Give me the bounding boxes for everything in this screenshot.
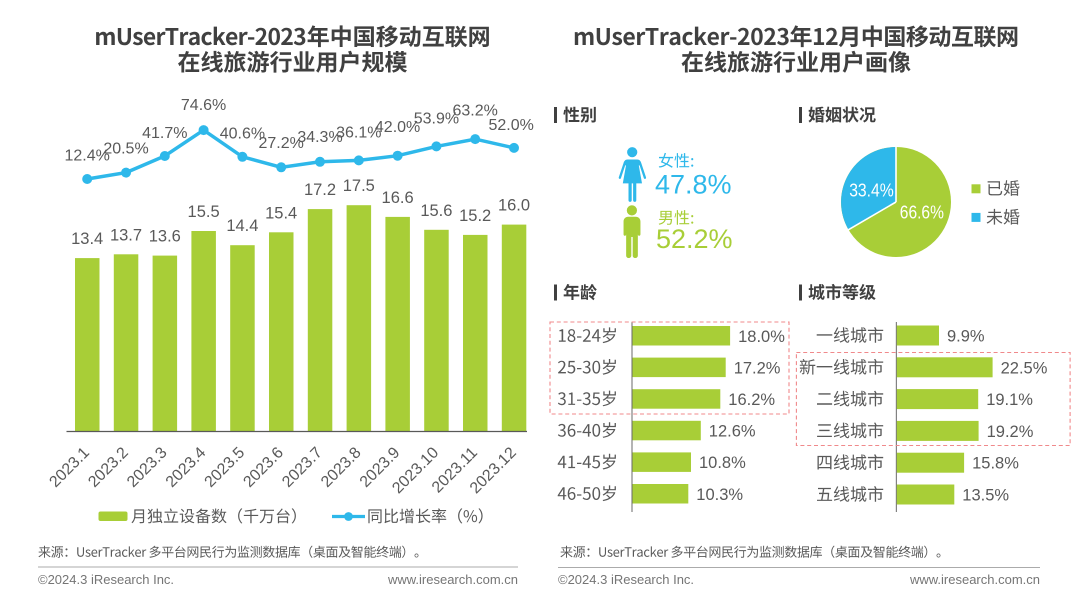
svg-text:16.0: 16.0 [498,197,530,215]
svg-text:53.9%: 53.9% [414,110,459,127]
svg-text:16.2%: 16.2% [728,391,775,409]
svg-text:22.5%: 22.5% [1001,359,1048,377]
svg-text:63.2%: 63.2% [453,102,498,119]
svg-text:10.3%: 10.3% [696,486,743,504]
svg-text:52.0%: 52.0% [489,117,534,134]
svg-text:15.8%: 15.8% [972,455,1019,473]
svg-text:10.8%: 10.8% [699,454,746,472]
svg-text:41.7%: 41.7% [142,125,187,142]
svg-text:19.1%: 19.1% [986,391,1033,409]
svg-text:13.6: 13.6 [149,228,181,246]
svg-text:12.4%: 12.4% [65,148,110,165]
svg-text:19.2%: 19.2% [987,423,1034,441]
svg-text:13.4: 13.4 [71,230,103,248]
svg-text:47.8%: 47.8% [655,170,732,200]
svg-text:15.4: 15.4 [265,204,297,222]
svg-text:20.5%: 20.5% [103,141,148,158]
svg-text:36.1%: 36.1% [336,125,381,142]
svg-text:©2024.3 iResearch Inc.: ©2024.3 iResearch Inc. [558,572,694,587]
svg-text:www.iresearch.com.cn: www.iresearch.com.cn [387,572,518,587]
svg-text:17.2%: 17.2% [734,359,781,377]
svg-text:18.0%: 18.0% [738,328,785,346]
svg-text:27.2%: 27.2% [259,135,304,152]
svg-text:17.2: 17.2 [304,181,336,199]
svg-text:74.6%: 74.6% [181,97,226,114]
svg-text:42.0%: 42.0% [375,119,420,136]
svg-text:15.6: 15.6 [420,202,452,220]
svg-text:40.6%: 40.6% [220,125,265,142]
svg-text:14.4: 14.4 [226,217,258,235]
svg-text:15.5: 15.5 [188,203,220,221]
svg-text:13.5%: 13.5% [962,487,1009,505]
svg-text:17.5: 17.5 [343,177,375,195]
svg-text:34.3%: 34.3% [297,129,342,146]
svg-text:66.6%: 66.6% [900,203,944,223]
svg-text:13.7: 13.7 [110,226,142,244]
svg-text:www.iresearch.com.cn: www.iresearch.com.cn [909,572,1040,587]
svg-text:12.6%: 12.6% [709,423,756,441]
svg-text:15.2: 15.2 [459,207,491,225]
svg-text:©2024.3 iResearch Inc.: ©2024.3 iResearch Inc. [38,572,174,587]
svg-text:16.6: 16.6 [382,189,414,207]
svg-text:9.9%: 9.9% [947,328,985,346]
svg-text:52.2%: 52.2% [656,224,733,254]
svg-text:33.4%: 33.4% [849,181,894,201]
